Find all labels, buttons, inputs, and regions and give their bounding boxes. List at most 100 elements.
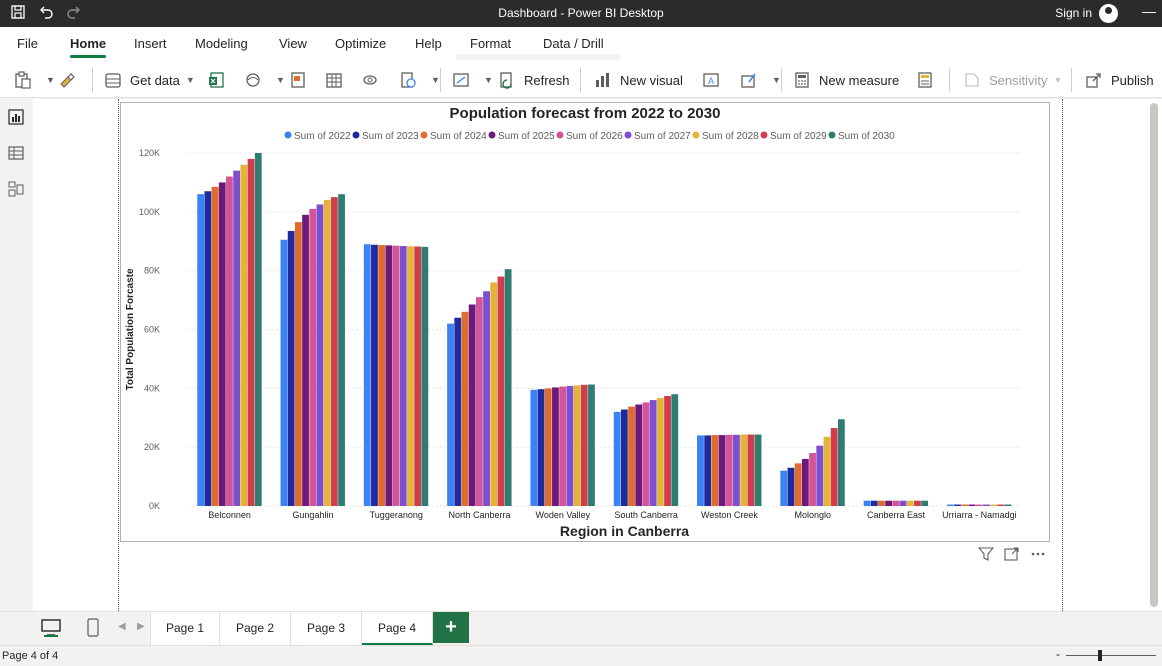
publish-button[interactable]: Publish [1085, 69, 1154, 91]
dataverse-icon [361, 71, 379, 89]
enter-data-button[interactable] [325, 69, 351, 91]
report-view-icon[interactable] [8, 109, 24, 125]
bar-8-8 [921, 500, 929, 506]
bar-1-8 [338, 194, 345, 506]
sql-button[interactable] [289, 69, 315, 91]
dataverse-button[interactable] [361, 69, 387, 91]
bar-9-0 [946, 504, 954, 506]
bar-0-0 [197, 194, 205, 506]
paste-button[interactable]: ▼ [14, 69, 55, 91]
title-bar: Dashboard - Power BI Desktop Sign in — [0, 0, 1162, 27]
menu-file[interactable]: File [17, 36, 38, 51]
undo-icon[interactable] [37, 4, 55, 22]
new-visual-button[interactable]: New visual [594, 69, 683, 91]
bar-0-1 [204, 191, 212, 506]
bar-9-7 [997, 504, 1005, 506]
x-tick-label-2: Tuggeranong [370, 510, 423, 520]
bar-4-5 [566, 385, 574, 506]
bar-7-5 [816, 445, 824, 506]
menu-data-drill[interactable]: Data / Drill [543, 36, 604, 51]
add-page-icon[interactable]: + [433, 612, 469, 643]
bar-8-0 [863, 500, 871, 506]
text-box-button[interactable]: A [702, 69, 728, 91]
vertical-scrollbar[interactable] [1146, 99, 1162, 611]
page-indicator: Page 4 of 4 [2, 650, 59, 662]
mobile-layout-icon[interactable] [86, 618, 100, 643]
get-data-label: Get data [130, 72, 180, 88]
filter-icon[interactable] [977, 547, 995, 564]
minimize-icon[interactable]: — [1142, 3, 1156, 19]
x-tick-label-5: South Canberra [614, 510, 678, 520]
recent-sources-button[interactable]: ▼ [399, 69, 440, 91]
more-options-icon[interactable] [1030, 547, 1046, 564]
recent-sources-icon [399, 71, 417, 89]
onelake-icon [244, 71, 262, 89]
format-painter-button[interactable] [58, 69, 84, 91]
clustered-column-chart[interactable]: Population forecast from 2022 to 2030 Sum… [120, 102, 1050, 542]
bar-6-8 [754, 434, 762, 506]
ribbon: ▼ Get data ▼ ▼ ▼ ▼ Refresh New visual [0, 60, 1162, 98]
bar-7-7 [830, 428, 838, 506]
menu-help[interactable]: Help [415, 36, 442, 51]
bar-4-4 [559, 386, 567, 506]
bar-5-3 [635, 404, 643, 506]
scroll-tabs-right-icon[interactable]: ▶ [137, 621, 145, 632]
scroll-thumb[interactable] [1150, 103, 1158, 607]
paste-icon [14, 71, 32, 89]
bar-1-5 [316, 204, 324, 506]
bar-9-1 [954, 504, 961, 506]
bar-5-4 [642, 402, 650, 506]
sign-in-link[interactable]: Sign in [1055, 6, 1092, 20]
refresh-button[interactable]: Refresh [498, 69, 570, 91]
bar-0-3 [218, 182, 226, 506]
get-data-button[interactable]: Get data ▼ [104, 69, 195, 91]
bar-9-2 [961, 504, 969, 506]
y-tick-label-3: 60K [144, 325, 160, 335]
desktop-layout-icon[interactable] [40, 618, 62, 643]
menu-modeling[interactable]: Modeling [195, 36, 248, 51]
page-tab-4[interactable]: Page 4 [362, 612, 433, 645]
new-measure-button[interactable]: New measure [793, 69, 899, 91]
menu-insert[interactable]: Insert [134, 36, 167, 51]
bar-0-8 [254, 153, 262, 506]
legend-marker-3 [488, 131, 496, 139]
x-tick-label-9: Urriarra - Namadgi [942, 510, 1017, 520]
transform-data-button[interactable]: ▼ [452, 69, 493, 91]
bar-7-0 [780, 470, 788, 506]
model-view-icon[interactable] [8, 181, 24, 197]
quick-measure-button[interactable] [916, 69, 942, 91]
page-tab-1[interactable]: Page 1 [150, 612, 220, 645]
publish-label: Publish [1111, 72, 1154, 88]
page-boundary [118, 99, 1063, 611]
page-tab-3[interactable]: Page 3 [291, 612, 362, 645]
table-view-icon[interactable] [8, 145, 24, 161]
menu-home[interactable]: Home [70, 36, 107, 58]
zoom-out-icon[interactable]: - [1056, 647, 1060, 661]
legend-label-2: Sum of 2024 [430, 131, 487, 142]
scroll-tabs-left-icon[interactable]: ◀ [118, 621, 126, 632]
legend-label-5: Sum of 2027 [634, 131, 691, 142]
bar-8-7 [914, 500, 921, 506]
bar-7-3 [801, 458, 809, 506]
bar-3-0 [447, 323, 454, 506]
legend-marker-0 [284, 131, 292, 139]
focus-mode-icon[interactable] [1004, 547, 1020, 564]
menu-format[interactable]: Format [470, 36, 512, 51]
zoom-slider[interactable] [1066, 655, 1156, 656]
menu-view[interactable]: View [279, 36, 307, 51]
page-tab-2[interactable]: Page 2 [220, 612, 291, 645]
save-icon[interactable] [9, 4, 27, 22]
excel-button[interactable] [208, 69, 234, 91]
bar-5-2 [628, 406, 635, 506]
x-axis-title: Region in Canberra [560, 523, 689, 539]
quick-measure-icon [916, 71, 934, 89]
x-tick-label-4: Woden Valley [535, 510, 590, 520]
more-visuals-button[interactable]: ▼ [740, 69, 781, 91]
avatar[interactable] [1099, 4, 1118, 23]
onelake-button[interactable]: ▼ [244, 69, 285, 91]
bar-8-6 [906, 500, 914, 506]
legend-marker-5 [624, 131, 632, 139]
menu-optimize[interactable]: Optimize [335, 36, 387, 51]
bar-3-4 [475, 297, 483, 506]
zoom-slider-thumb[interactable] [1098, 650, 1102, 661]
